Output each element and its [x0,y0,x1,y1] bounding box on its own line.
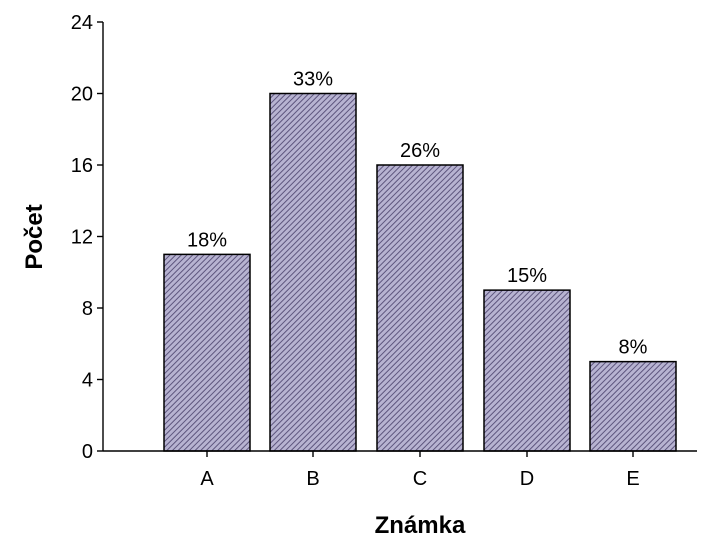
x-tick-label-e: E [626,468,639,490]
data-label-b: 33% [293,69,333,91]
y-tick-label: 16 [71,155,93,177]
x-tick-label-a: A [200,468,214,490]
data-label-e: 8% [619,337,648,359]
y-tick-label: 4 [82,370,93,392]
y-tick-label: 0 [82,441,93,463]
data-label-d: 15% [507,265,547,287]
x-axis-ticks: A B C D E [200,451,640,490]
y-tick-label: 24 [71,12,93,34]
y-axis-title: Počet [21,204,48,269]
y-tick-label: 20 [71,84,93,106]
bar-series [163,92,677,452]
bar-d [483,289,571,452]
data-label-a: 18% [187,229,227,251]
bar-e [589,360,677,452]
bar-a [163,253,251,452]
x-axis-title: Známka [375,512,466,537]
x-tick-label-d: D [520,468,534,490]
y-axis-ticks: 0 4 8 12 16 20 24 [71,12,103,463]
y-tick-label: 12 [71,227,93,249]
y-tick-label: 8 [82,298,93,320]
x-tick-label-b: B [306,468,319,490]
bar-data-labels: 18% 33% 26% 15% 8% [187,69,648,359]
bar-c [376,164,464,452]
bar-b [269,92,357,452]
data-label-c: 26% [400,140,440,162]
x-tick-label-c: C [413,468,427,490]
